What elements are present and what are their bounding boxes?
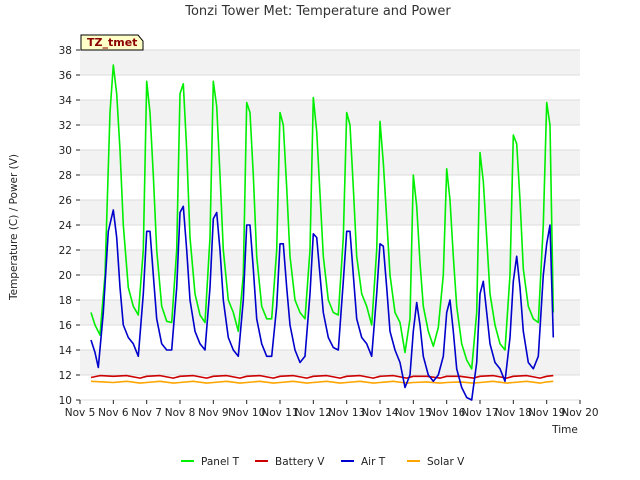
series-battery-v-line [90, 374, 554, 379]
y-tick-label: 38 [59, 45, 72, 57]
x-tick-label: Nov 6 [98, 407, 129, 419]
plot-band [80, 200, 580, 225]
x-tick-label: Nov 15 [395, 407, 432, 419]
plot-band [80, 50, 580, 75]
x-tick-label: Nov 17 [461, 407, 498, 419]
plot-band [80, 350, 580, 375]
plot-band [80, 150, 580, 175]
x-tick-label: Nov 14 [361, 407, 399, 419]
y-tick-label: 18 [59, 295, 72, 307]
y-tick-label: 32 [59, 120, 72, 132]
gridlines [80, 49, 580, 401]
x-tick-label: Nov 16 [428, 407, 466, 419]
series-panel-t-line [90, 64, 555, 370]
y-tick-label: 30 [59, 145, 72, 157]
legend-label: Air T [361, 456, 386, 468]
plot-band [80, 250, 580, 275]
x-tick-label: Nov 19 [528, 407, 565, 419]
plot-band [80, 100, 580, 125]
y-tick-label: 14 [59, 345, 73, 357]
x-tick-label: Nov 5 [65, 407, 96, 419]
x-tick-label: Nov 11 [261, 407, 298, 419]
y-axis-ticks: 10 12 14 16 18 20 22 24 26 28 30 32 34 36 38 [59, 45, 80, 407]
y-tick-label: 10 [59, 395, 72, 407]
tag-label: TZ_tmet [87, 36, 137, 49]
legend-label: Panel T [201, 456, 240, 468]
y-tick-label: 28 [59, 170, 72, 182]
legend: Panel T Battery V Air T Solar V [181, 456, 465, 468]
legend-label: Solar V [427, 456, 465, 468]
y-tick-label: 22 [59, 245, 72, 257]
x-axis-label: Time [551, 424, 578, 436]
series-air-t-line [90, 205, 555, 401]
x-tick-label: Nov 13 [328, 407, 365, 419]
x-tick-label: Nov 7 [131, 407, 162, 419]
x-tick-label: Nov 20 [561, 407, 598, 419]
y-tick-label: 34 [59, 95, 73, 107]
series-group [90, 64, 555, 401]
x-tick-label: Nov 12 [295, 407, 332, 419]
y-tick-label: 36 [59, 70, 73, 82]
legend-label: Battery V [275, 456, 325, 468]
y-tick-label: 16 [59, 320, 73, 332]
y-tick-label: 20 [59, 270, 72, 282]
tag-box: TZ_tmet [80, 34, 144, 51]
y-tick-label: 24 [59, 220, 73, 232]
y-tick-label: 26 [59, 195, 73, 207]
series-solar-v-line [90, 380, 554, 384]
x-tick-label: Nov 18 [495, 407, 532, 419]
x-tick-label: Nov 8 [165, 407, 196, 419]
x-tick-label: Nov 10 [228, 407, 265, 419]
y-tick-label: 12 [59, 370, 72, 382]
y-axis-label: Temperature (C) / Power (V) [8, 154, 20, 301]
chart-title: Tonzi Tower Met: Temperature and Power [184, 4, 451, 19]
x-tick-label: Nov 9 [198, 407, 229, 419]
tag-box-shape [80, 34, 144, 51]
